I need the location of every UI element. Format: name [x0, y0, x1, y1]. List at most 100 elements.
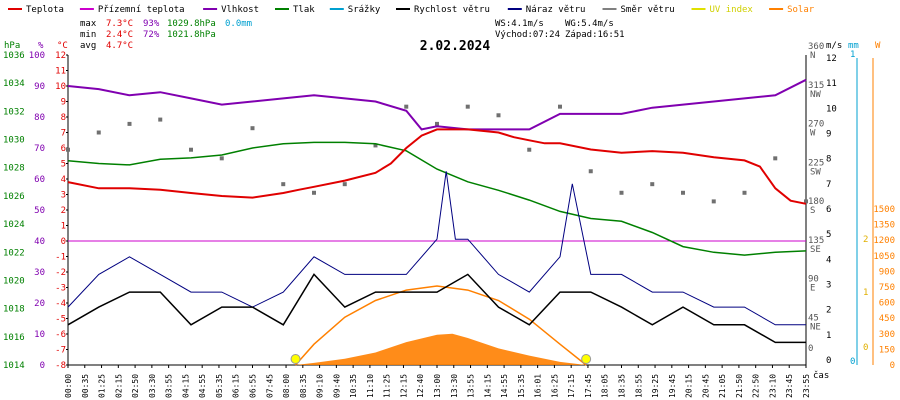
x-tick-label: 11:10: [366, 374, 375, 398]
wind-dir-point: [681, 190, 685, 195]
sunrise-time: Východ:07:24: [495, 30, 560, 40]
tick-label-wind-dir: 90: [808, 275, 819, 285]
humidity-line: [67, 78, 807, 131]
tick-label-humidity: 70: [34, 144, 45, 154]
tick-label-wind-speed: 3: [826, 281, 831, 291]
tick-label-pressure: 1020: [3, 276, 25, 286]
x-tick-label: 17:15: [567, 374, 576, 398]
wind-gust-max: WG:5.4m/s: [565, 19, 614, 29]
stat-min-hum: 72%: [143, 30, 160, 40]
x-tick-label: 12:40: [416, 374, 425, 398]
tick-label-pressure: 1014: [3, 361, 25, 371]
legend-label-uv: UV index: [710, 5, 754, 15]
x-tick-label: 12:15: [399, 374, 408, 398]
sunrise-marker: [290, 354, 301, 364]
x-tick-label: 23:10: [768, 374, 777, 398]
x-tick-label: 02:15: [114, 374, 123, 398]
tick-label-rain: 0: [850, 357, 855, 367]
wind-dir-point: [312, 190, 316, 195]
tick-label-wind-speed: 10: [826, 104, 837, 114]
x-tick-label: 08:00: [282, 374, 291, 398]
legend-label-feel: Přízemní teplota: [98, 5, 185, 15]
tick-label-temp: -3: [55, 284, 66, 294]
legend-label-temp: Teplota: [26, 5, 64, 15]
stat-avg-temp: 4.7°C: [106, 41, 133, 51]
tick-label-wind-speed: 12: [826, 54, 837, 64]
x-tick-label: 04:55: [198, 374, 207, 398]
solar-max-line: [294, 285, 587, 366]
unit-mm: mm: [848, 41, 859, 51]
x-tick-label: 00:00: [64, 374, 73, 398]
legend-label-press: Tlak: [293, 5, 315, 15]
tick-label-solar: 900: [879, 267, 895, 277]
tick-label-wind-dir: 315: [808, 81, 824, 91]
stat-avg-label: avg: [80, 41, 96, 51]
x-tick-label: 09:10: [316, 374, 325, 398]
wind-dir-point: [465, 104, 470, 109]
x-tick-label: 06:55: [249, 374, 258, 398]
wind-dir-point: [527, 147, 532, 152]
tick-label-wind-speed: 2: [826, 306, 831, 316]
legend-label-solar: Solar: [787, 5, 815, 15]
tick-label-humidity: 10: [34, 330, 45, 340]
tick-label-pressure: 1032: [3, 107, 25, 117]
tick-label-temp: 3: [61, 191, 66, 201]
tick-label-temp: 2: [61, 206, 66, 216]
sunset-time: Západ:16:51: [565, 30, 625, 40]
x-tick-label: 18:35: [618, 374, 627, 398]
x-tick-label: 16:25: [550, 374, 559, 398]
wind-gust-line: [67, 171, 806, 326]
wind-dir-point: [742, 190, 747, 195]
x-tick-label: 19:45: [668, 374, 677, 398]
tick-label-wind-speed: 4: [826, 255, 831, 265]
tick-label-wind-speed: 8: [826, 155, 831, 165]
tick-label-temp: 1: [61, 222, 66, 232]
unit-pct: %: [38, 41, 44, 51]
x-tick-label: 00:35: [81, 374, 90, 398]
x-tick-label: 08:35: [299, 374, 308, 398]
wind-dir-point: [588, 169, 593, 174]
tick-label-pressure: 1016: [3, 333, 25, 343]
tick-label-wind-dir-name: N: [810, 51, 815, 61]
tick-label-uv: 0: [863, 343, 868, 353]
tick-label-solar: 1500: [873, 205, 895, 215]
stat-max-temp: 7.3°C: [106, 19, 133, 29]
tick-label-wind-dir: 0: [808, 344, 813, 354]
tick-label-wind-dir: 45: [808, 313, 819, 323]
tick-label-temp: 0: [61, 237, 66, 247]
tick-label-wind-dir: 135: [808, 236, 824, 246]
x-tick-label: 17:45: [584, 374, 593, 398]
pressure-line: [67, 141, 807, 256]
wind-dir-point: [650, 182, 655, 187]
x-tick-label: 19:25: [651, 374, 660, 398]
x-tick-label: 13:30: [450, 374, 459, 398]
x-tick-label: 03:55: [165, 374, 174, 398]
legend: Teplota Přízemní teplota Vlhkost Tlak Srážky…: [8, 5, 815, 15]
x-tick-label: 09:40: [332, 374, 341, 398]
plot-area: [66, 78, 808, 366]
tick-label-wind-dir-name: E: [810, 284, 815, 294]
tick-label-temp: 11: [55, 67, 66, 77]
tick-label-solar: 750: [879, 283, 895, 293]
x-tick-label: 11:25: [383, 374, 392, 398]
x-tick-label: 06:15: [232, 374, 241, 398]
wind-dir-point: [373, 143, 378, 148]
tick-label-pressure: 1030: [3, 136, 25, 146]
legend-label-rain: Srážky: [348, 5, 381, 15]
tick-label-solar: 600: [879, 299, 895, 309]
tick-label-humidity: 50: [34, 206, 45, 216]
tick-label-humidity: 0: [40, 361, 45, 371]
legend-label-gust: Náraz větru: [526, 5, 586, 15]
chart-title: 2.02.2024: [420, 39, 491, 54]
wind-speed-avg: WS:4.1m/s: [495, 19, 544, 29]
tick-label-temp: -2: [55, 268, 66, 278]
tick-label-uv: 2: [863, 235, 868, 245]
sunset-marker: [581, 354, 592, 364]
x-tick-label: 01:25: [98, 374, 107, 398]
x-tick-label: 21:05: [718, 374, 727, 398]
tick-label-humidity: 20: [34, 299, 45, 309]
tick-label-wind-dir-name: NW: [810, 90, 821, 100]
wind-dir-point: [66, 147, 70, 152]
x-tick-label: 14:15: [483, 374, 492, 398]
tick-label-wind-dir-name: W: [810, 129, 816, 139]
